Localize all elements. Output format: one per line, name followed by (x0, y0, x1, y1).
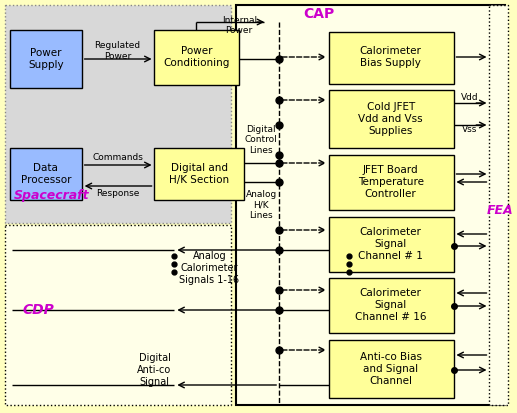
Text: Spacecraft: Spacecraft (14, 188, 89, 202)
Text: Commands: Commands (92, 154, 143, 162)
Bar (5, 5, 231, 223)
Text: Cold JFET
Vdd and Vss
Supplies: Cold JFET Vdd and Vss Supplies (358, 102, 423, 135)
Text: Analog
Calorimeter
Signals 1-16: Analog Calorimeter Signals 1-16 (179, 252, 239, 285)
Bar (329, 278, 453, 333)
Text: Vss: Vss (462, 126, 477, 135)
Text: Calorimeter
Bias Supply: Calorimeter Bias Supply (360, 46, 422, 68)
Bar (236, 5, 505, 405)
Bar (329, 32, 453, 84)
Text: Internal
Power: Internal Power (222, 16, 257, 36)
Text: Power
Conditioning: Power Conditioning (163, 46, 230, 68)
Bar (10, 148, 82, 200)
Bar (329, 217, 453, 272)
Text: Vdd: Vdd (461, 93, 478, 102)
Text: Response: Response (96, 188, 139, 197)
Text: Data
Processor: Data Processor (21, 163, 71, 185)
Bar (329, 340, 453, 398)
Text: CAP: CAP (303, 7, 334, 21)
Text: Anti-co Bias
and Signal
Channel: Anti-co Bias and Signal Channel (360, 352, 422, 386)
Text: Regulated
Power: Regulated Power (95, 41, 141, 61)
Bar (329, 155, 453, 210)
Text: Calorimeter
Signal
Channel # 1: Calorimeter Signal Channel # 1 (358, 228, 423, 261)
Text: Digital and
H/K Section: Digital and H/K Section (169, 163, 230, 185)
Bar (490, 5, 508, 405)
Bar (5, 225, 231, 405)
Text: Calorimeter
Signal
Channel # 16: Calorimeter Signal Channel # 16 (355, 288, 427, 322)
Bar (155, 30, 239, 85)
Bar (10, 30, 82, 88)
Text: FEA: FEA (487, 204, 514, 216)
Text: JFET Board
Temperature
Controller: JFET Board Temperature Controller (358, 165, 424, 199)
Bar (329, 90, 453, 148)
Text: Power
Supply: Power Supply (28, 48, 64, 70)
Text: Analog
H/K
Lines: Analog H/K Lines (246, 190, 277, 220)
Text: Digital
Control
Lines: Digital Control Lines (245, 125, 278, 155)
Text: Digital
Anti-co
Signal: Digital Anti-co Signal (138, 354, 172, 387)
Text: CDP: CDP (22, 303, 54, 317)
Bar (155, 148, 244, 200)
